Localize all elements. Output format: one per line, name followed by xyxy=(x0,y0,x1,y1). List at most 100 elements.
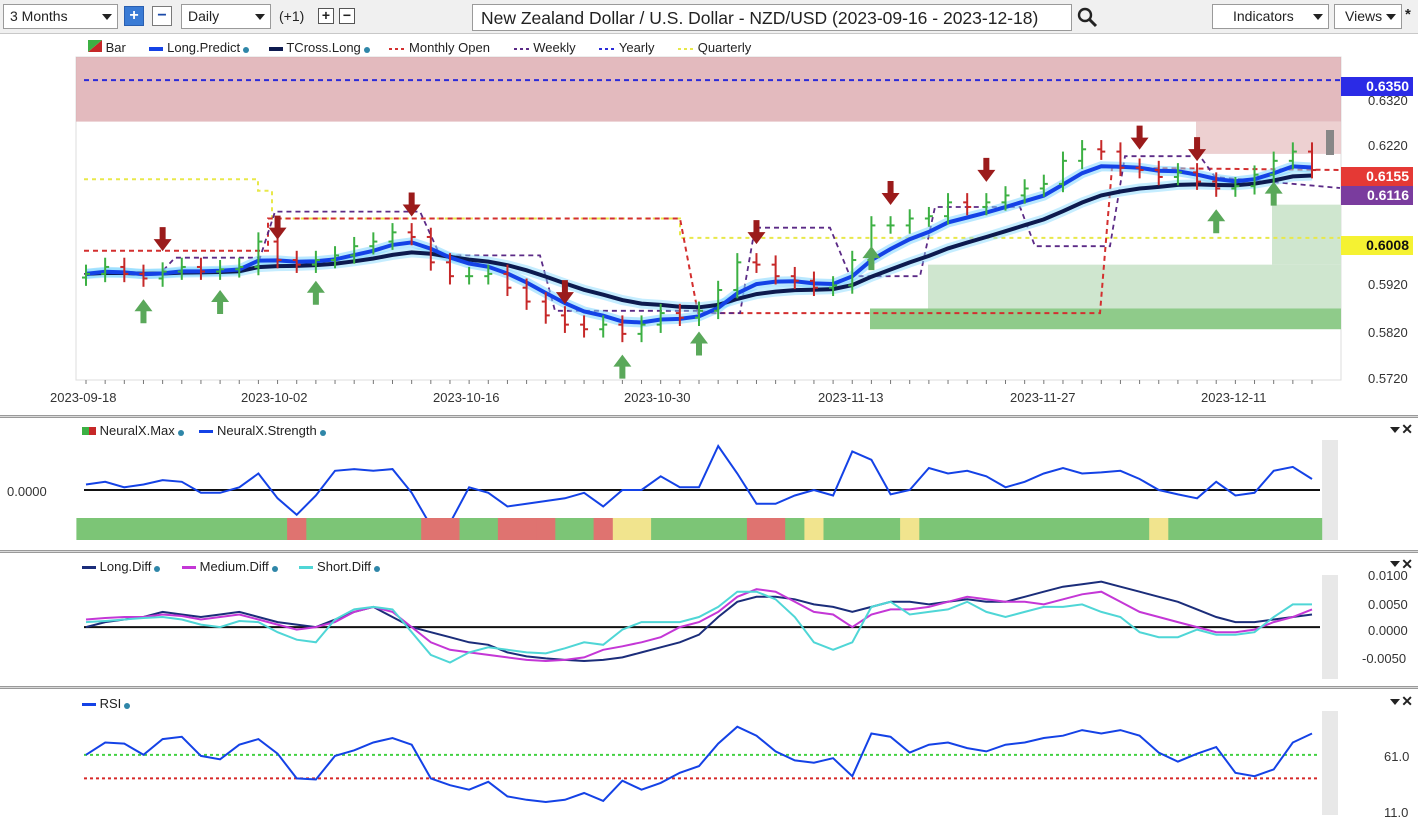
dash-swatch-icon xyxy=(389,48,406,50)
neuralx-max-cell xyxy=(229,518,250,540)
buy-arrow-icon xyxy=(211,290,230,315)
legend-rsi[interactable]: RSI xyxy=(82,696,131,711)
neuralx-max-cell xyxy=(1015,518,1035,540)
sell-arrow-icon xyxy=(402,192,421,217)
diff-legend: Long.Diff Medium.Diff Short.Diff xyxy=(82,559,380,574)
legend-weekly[interactable]: Weekly xyxy=(513,40,576,55)
price-legend: Bar Long.Predict TCross.Long Monthly Ope… xyxy=(88,40,751,55)
interval-select[interactable]: Daily xyxy=(181,4,271,29)
legend-quarterly[interactable]: Quarterly xyxy=(678,40,751,55)
neuralx-max-cell xyxy=(1187,518,1208,540)
close-icon[interactable]: ✕ xyxy=(1401,421,1413,437)
collapse-icon[interactable] xyxy=(1390,561,1400,567)
pin-icon[interactable]: * xyxy=(1405,6,1411,23)
settings-dot-icon[interactable] xyxy=(374,566,380,572)
neuralx-max-cell xyxy=(766,518,786,540)
legend-tcross-long-label: TCross.Long xyxy=(286,40,361,55)
legend-medium-diff[interactable]: Medium.Diff xyxy=(182,559,278,574)
neural-chart[interactable] xyxy=(0,420,1418,550)
neuralx-max-cell xyxy=(172,518,192,540)
scroll-track xyxy=(1322,711,1338,815)
sell-arrow-icon xyxy=(1188,137,1207,162)
dash-swatch-icon xyxy=(513,48,530,50)
y-tick: 61.0 xyxy=(1384,749,1410,764)
settings-dot-icon[interactable] xyxy=(154,566,161,572)
neuralx-max-cell xyxy=(804,518,825,540)
neuralx-max-cell xyxy=(957,518,978,540)
dash-swatch-icon xyxy=(678,48,695,50)
neuralx-max-cell xyxy=(746,518,767,540)
settings-dot-icon[interactable] xyxy=(319,430,326,436)
close-icon[interactable]: ✕ xyxy=(1401,556,1413,572)
zoom-in-button[interactable]: + xyxy=(124,6,144,26)
legend-bar[interactable]: Bar xyxy=(88,40,126,55)
neuralx-max-cell xyxy=(976,518,997,540)
neuralx-max-cell xyxy=(785,518,805,540)
settings-dot-icon[interactable] xyxy=(363,47,370,53)
bar-swatch-icon xyxy=(82,427,96,435)
sell-arrow-icon xyxy=(268,215,287,240)
settings-dot-icon[interactable] xyxy=(177,430,184,436)
settings-dot-icon[interactable] xyxy=(243,47,250,53)
sell-arrow-icon xyxy=(881,180,900,205)
sell-arrow-icon xyxy=(153,227,172,252)
collapse-icon[interactable] xyxy=(1390,699,1400,705)
x-tick: 2023-10-02 xyxy=(241,390,308,405)
symbol-title-field[interactable]: New Zealand Dollar / U.S. Dollar - NZD/U… xyxy=(472,4,1072,31)
legend-long-predict[interactable]: Long.Predict xyxy=(149,40,250,55)
y-tick: 0.5920 xyxy=(1368,277,1408,292)
x-tick: 2023-12-11 xyxy=(1201,390,1267,405)
views-dropdown[interactable]: Views xyxy=(1334,4,1402,29)
search-icon[interactable] xyxy=(1076,6,1098,28)
offset-plus-button[interactable]: + xyxy=(318,8,334,24)
chevron-down-icon xyxy=(102,14,112,20)
legend-neuralx-max-label: NeuralX.Max xyxy=(99,423,175,438)
legend-quarterly-label: Quarterly xyxy=(697,40,752,55)
neuralx-max-cell xyxy=(1283,518,1304,540)
indicators-dropdown[interactable]: Indicators xyxy=(1212,4,1329,29)
legend-neuralx-max[interactable]: NeuralX.Max xyxy=(82,423,184,438)
panel-splitter[interactable] xyxy=(0,686,1418,689)
legend-neuralx-strength[interactable]: NeuralX.Strength xyxy=(199,423,326,438)
legend-tcross-long[interactable]: TCross.Long xyxy=(268,40,370,55)
collapse-icon[interactable] xyxy=(1390,427,1400,433)
buy-arrow-icon xyxy=(1207,209,1226,234)
diff-panel[interactable]: Long.Diff Medium.Diff Short.Diff 0.0100 … xyxy=(0,555,1418,685)
neuralx-max-cell xyxy=(287,518,307,540)
settings-dot-icon[interactable] xyxy=(124,703,131,709)
neuralx-max-cell xyxy=(651,518,671,540)
legend-short-diff[interactable]: Short.Diff xyxy=(299,559,380,574)
price-chart[interactable] xyxy=(0,35,1418,415)
neuralx-max-cell xyxy=(382,518,403,540)
zoom-out-button[interactable]: − xyxy=(152,6,172,26)
short-diff-line xyxy=(85,590,1312,664)
close-icon[interactable]: ✕ xyxy=(1401,693,1413,709)
monthly-price-label: 0.6155 xyxy=(1341,167,1413,186)
offset-minus-button[interactable]: − xyxy=(339,8,355,24)
resistance-zone xyxy=(76,57,1341,122)
rsi-chart[interactable] xyxy=(0,691,1418,823)
scroll-track xyxy=(1322,575,1338,679)
legend-yearly[interactable]: Yearly xyxy=(599,40,655,55)
y-tick: -0.0050 xyxy=(1362,651,1407,666)
buy-arrow-icon xyxy=(1264,181,1283,206)
price-panel[interactable]: Bar Long.Predict TCross.Long Monthly Ope… xyxy=(0,35,1418,415)
legend-monthly-open-label: Monthly Open xyxy=(409,40,490,55)
neuralx-max-cell xyxy=(1264,518,1284,540)
settings-dot-icon[interactable] xyxy=(271,566,278,572)
panel-splitter[interactable] xyxy=(0,415,1418,418)
legend-long-predict-label: Long.Predict xyxy=(167,40,241,55)
neuralx-max-cell xyxy=(402,518,422,540)
line-swatch-icon xyxy=(268,47,283,51)
y-tick: 0.0050 xyxy=(1368,597,1408,612)
range-select[interactable]: 3 Months xyxy=(3,4,118,29)
panel-splitter[interactable] xyxy=(0,550,1418,553)
line-swatch-icon xyxy=(182,566,197,569)
rsi-panel[interactable]: RSI 61.0 11.0 ✕ xyxy=(0,691,1418,823)
neuralx-max-cell xyxy=(248,518,269,540)
yearly-price-label: 0.6350 xyxy=(1341,77,1413,96)
neural-panel[interactable]: NeuralX.Max NeuralX.Strength 0.0000 ✕ xyxy=(0,420,1418,550)
legend-monthly-open[interactable]: Monthly Open xyxy=(389,40,490,55)
legend-long-diff[interactable]: Long.Diff xyxy=(82,559,161,574)
diff-chart[interactable] xyxy=(0,555,1418,685)
